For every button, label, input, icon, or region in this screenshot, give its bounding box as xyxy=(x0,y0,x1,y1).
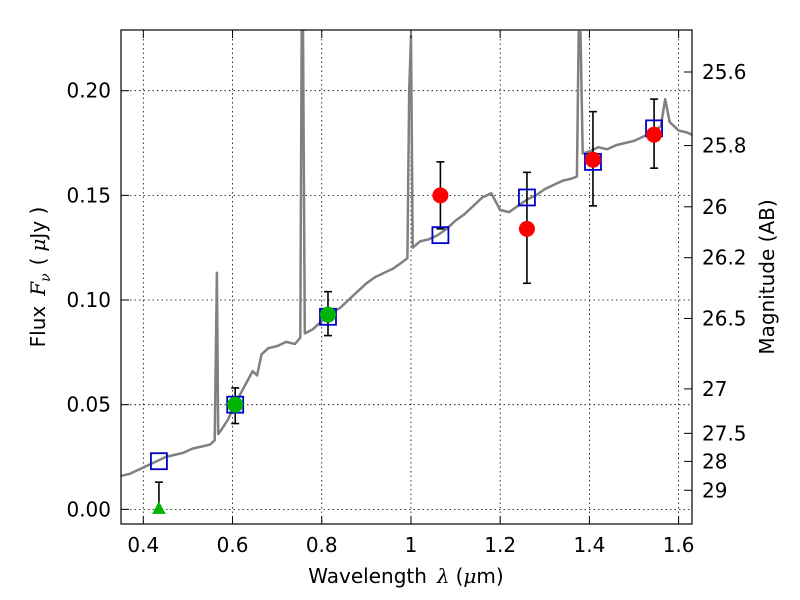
model-spectrum-line xyxy=(121,30,692,478)
y-tick-label: 0.15 xyxy=(66,183,111,207)
model-spectrum-layer xyxy=(121,30,692,478)
mag-tick-label: 26 xyxy=(702,195,727,219)
y-tick-label: 0.10 xyxy=(66,288,111,312)
upper-limit-triangle xyxy=(152,501,166,514)
data-points-layer xyxy=(150,98,663,514)
space-observation-point xyxy=(646,126,663,143)
x-tick-label: 1.2 xyxy=(484,533,516,557)
x-tick-label: 0.4 xyxy=(127,533,159,557)
mag-tick-label: 25.6 xyxy=(702,60,747,84)
x-tick-label: 0.8 xyxy=(306,533,338,557)
x-axis-title: Wavelength λ (μm) xyxy=(308,564,503,588)
grid-lines xyxy=(121,30,692,524)
space-observation-point xyxy=(432,187,449,204)
ground-observation-point xyxy=(227,396,244,413)
x-tick-label: 1.6 xyxy=(663,533,695,557)
space-observation-point xyxy=(518,220,535,237)
y-axis-left-title: FluxFν(μJy ) xyxy=(26,207,54,348)
mag-tick-label: 26.5 xyxy=(702,306,747,330)
mag-tick-label: 27 xyxy=(702,377,727,401)
x-tick-label: 1 xyxy=(405,533,418,557)
mag-tick-label: 28 xyxy=(702,449,727,473)
ground-observation-point xyxy=(319,306,336,323)
mag-tick-label: 27.5 xyxy=(702,421,747,445)
x-tick-label: 1.4 xyxy=(573,533,605,557)
space-observation-point xyxy=(584,151,601,168)
y-tick-label: 0.00 xyxy=(66,497,111,521)
model-photometry-box xyxy=(518,188,536,207)
model-photometry-box xyxy=(150,452,168,471)
y-tick-label: 0.20 xyxy=(66,79,111,103)
plot-frame xyxy=(120,29,693,525)
x-tick-label: 0.6 xyxy=(217,533,249,557)
mag-tick-label: 25.8 xyxy=(702,134,747,158)
mag-tick-label: 29 xyxy=(702,478,727,502)
model-photometry-box xyxy=(431,226,450,245)
y-axis-right-title: Magnitude (AB) xyxy=(755,199,779,354)
axis-ticks: 0.4 0.6 0.8 1 1.2 1.4 1.6 0.00 0.05 0.10 0.15 0.20 2… xyxy=(66,30,747,557)
mag-tick-label: 26.2 xyxy=(702,246,747,270)
y-tick-label: 0.05 xyxy=(66,393,111,417)
